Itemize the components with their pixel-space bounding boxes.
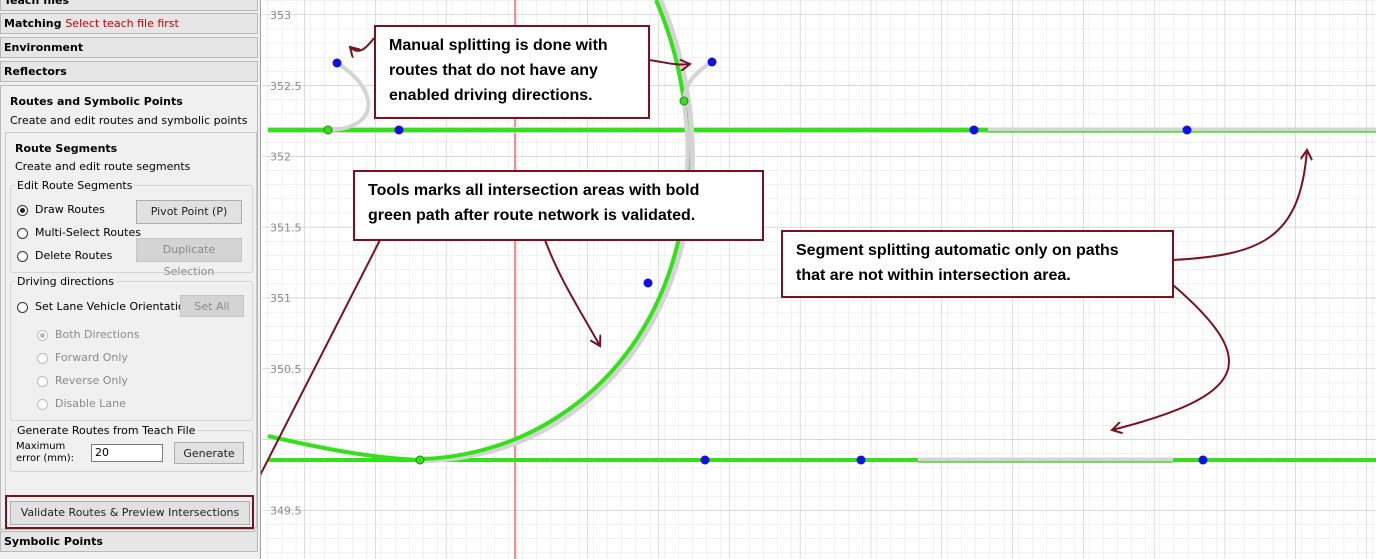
- callout-line: Manual splitting is done with: [389, 37, 608, 54]
- generate-group: Generate Routes from Teach File Maximum …: [10, 424, 253, 472]
- callout-line: that are not within intersection area.: [796, 267, 1071, 284]
- arrow: [249, 239, 381, 496]
- radio[interactable]: [37, 399, 48, 410]
- radio-label[interactable]: Both Directions: [55, 328, 140, 341]
- section-header[interactable]: Environment: [0, 37, 258, 58]
- group-label: Driving directions: [15, 275, 117, 288]
- route-point[interactable]: [332, 58, 342, 68]
- panel-title: Route Segments: [15, 142, 118, 155]
- arrow: [544, 239, 600, 346]
- radio[interactable]: [37, 330, 48, 341]
- route-point[interactable]: [707, 57, 717, 67]
- field-label: Maximum error (mm):: [16, 441, 75, 464]
- radio[interactable]: [17, 251, 28, 262]
- validate-button[interactable]: Validate Routes & Preview Intersections: [10, 501, 250, 525]
- number-input[interactable]: 20: [91, 444, 163, 462]
- arrow: [1172, 150, 1307, 261]
- routes: [267, 0, 1376, 463]
- y-tick-label: 352: [270, 151, 291, 164]
- callout-line: Segment splitting automatic only on path…: [796, 242, 1119, 259]
- panel-title: Routes and Symbolic Points: [10, 95, 183, 108]
- section-header[interactable]: Symbolic Points: [0, 531, 258, 552]
- button[interactable]: Pivot Point (P): [136, 200, 242, 224]
- radio[interactable]: [17, 228, 28, 239]
- radio-label[interactable]: Forward Only: [55, 351, 128, 364]
- section-header[interactable]: Matching Select teach file first: [0, 13, 258, 34]
- callout-line: routes that do not have any: [389, 62, 598, 79]
- route-point[interactable]: [969, 125, 979, 135]
- radio[interactable]: [37, 376, 48, 387]
- callout-line: enabled driving directions.: [389, 87, 593, 104]
- sidebar: Teach files Matching Select teach file f…: [0, 0, 261, 559]
- panel-subtitle: Create and edit route segments: [15, 160, 191, 173]
- callout-line: green path after route network is valida…: [368, 207, 696, 224]
- radio-label[interactable]: Reverse Only: [55, 374, 128, 387]
- status-text: Select teach file first: [65, 17, 179, 30]
- button[interactable]: Generate: [174, 442, 244, 464]
- y-tick-label: 349.5: [270, 505, 302, 518]
- button[interactable]: Duplicate Selection: [136, 238, 242, 278]
- segments-panel: Route Segments Create and edit route seg…: [5, 132, 257, 529]
- edit-group: Edit Route Segments Draw Routes Pivot Po…: [10, 179, 253, 278]
- y-tick-label: 350.5: [270, 363, 302, 376]
- y-tick-label: 351: [270, 292, 291, 305]
- callout: Manual splitting is done with routes that…: [374, 25, 650, 119]
- route-point[interactable]: [700, 455, 710, 465]
- route: [329, 61, 371, 132]
- route-node: [415, 455, 425, 465]
- y-tick-label: 351.5: [270, 221, 302, 234]
- callout-line: Tools marks all intersection areas with …: [368, 182, 700, 199]
- section-header[interactable]: Reflectors: [0, 61, 258, 82]
- radio[interactable]: [37, 353, 48, 364]
- callout: Segment splitting automatic only on path…: [781, 230, 1174, 298]
- radio[interactable]: [17, 302, 28, 313]
- section-title: Matching: [4, 17, 62, 30]
- route-point[interactable]: [1182, 125, 1192, 135]
- arrow: [648, 60, 690, 65]
- radio-label[interactable]: Disable Lane: [55, 397, 126, 410]
- group-label: Edit Route Segments: [15, 179, 135, 192]
- section-header[interactable]: Teach files: [0, 0, 258, 11]
- radio[interactable]: [17, 205, 28, 216]
- panel-subtitle: Create and edit routes and symbolic poin…: [10, 114, 248, 127]
- arrow: [1112, 284, 1230, 430]
- radio-label[interactable]: Draw Routes: [35, 203, 105, 216]
- route-points: [323, 57, 1208, 465]
- route: [419, 0, 695, 463]
- group-label: Generate Routes from Teach File: [15, 424, 198, 437]
- y-tick-label: 353: [270, 9, 291, 22]
- route-point[interactable]: [394, 125, 404, 135]
- callout-arrows: [249, 37, 1307, 496]
- route-point[interactable]: [643, 278, 653, 288]
- route-node: [679, 96, 689, 106]
- route-node: [323, 125, 333, 135]
- route-point[interactable]: [1198, 455, 1208, 465]
- arrow: [350, 37, 375, 51]
- button[interactable]: Set All: [180, 295, 244, 317]
- route: [267, 434, 421, 462]
- routes-panel: Routes and Symbolic Points Create and ed…: [0, 85, 258, 530]
- radio-label[interactable]: Set Lane Vehicle Orientation: [35, 300, 192, 313]
- y-tick-label: 352.5: [270, 80, 302, 93]
- highlight-box: [5, 495, 254, 529]
- callout: Tools marks all intersection areas with …: [353, 170, 764, 241]
- radio-label[interactable]: Delete Routes: [35, 249, 113, 262]
- route-point[interactable]: [856, 455, 866, 465]
- radio-label[interactable]: Multi-Select Routes: [35, 226, 141, 239]
- driving-group: Driving directions Set Lane Vehicle Orie…: [10, 275, 253, 421]
